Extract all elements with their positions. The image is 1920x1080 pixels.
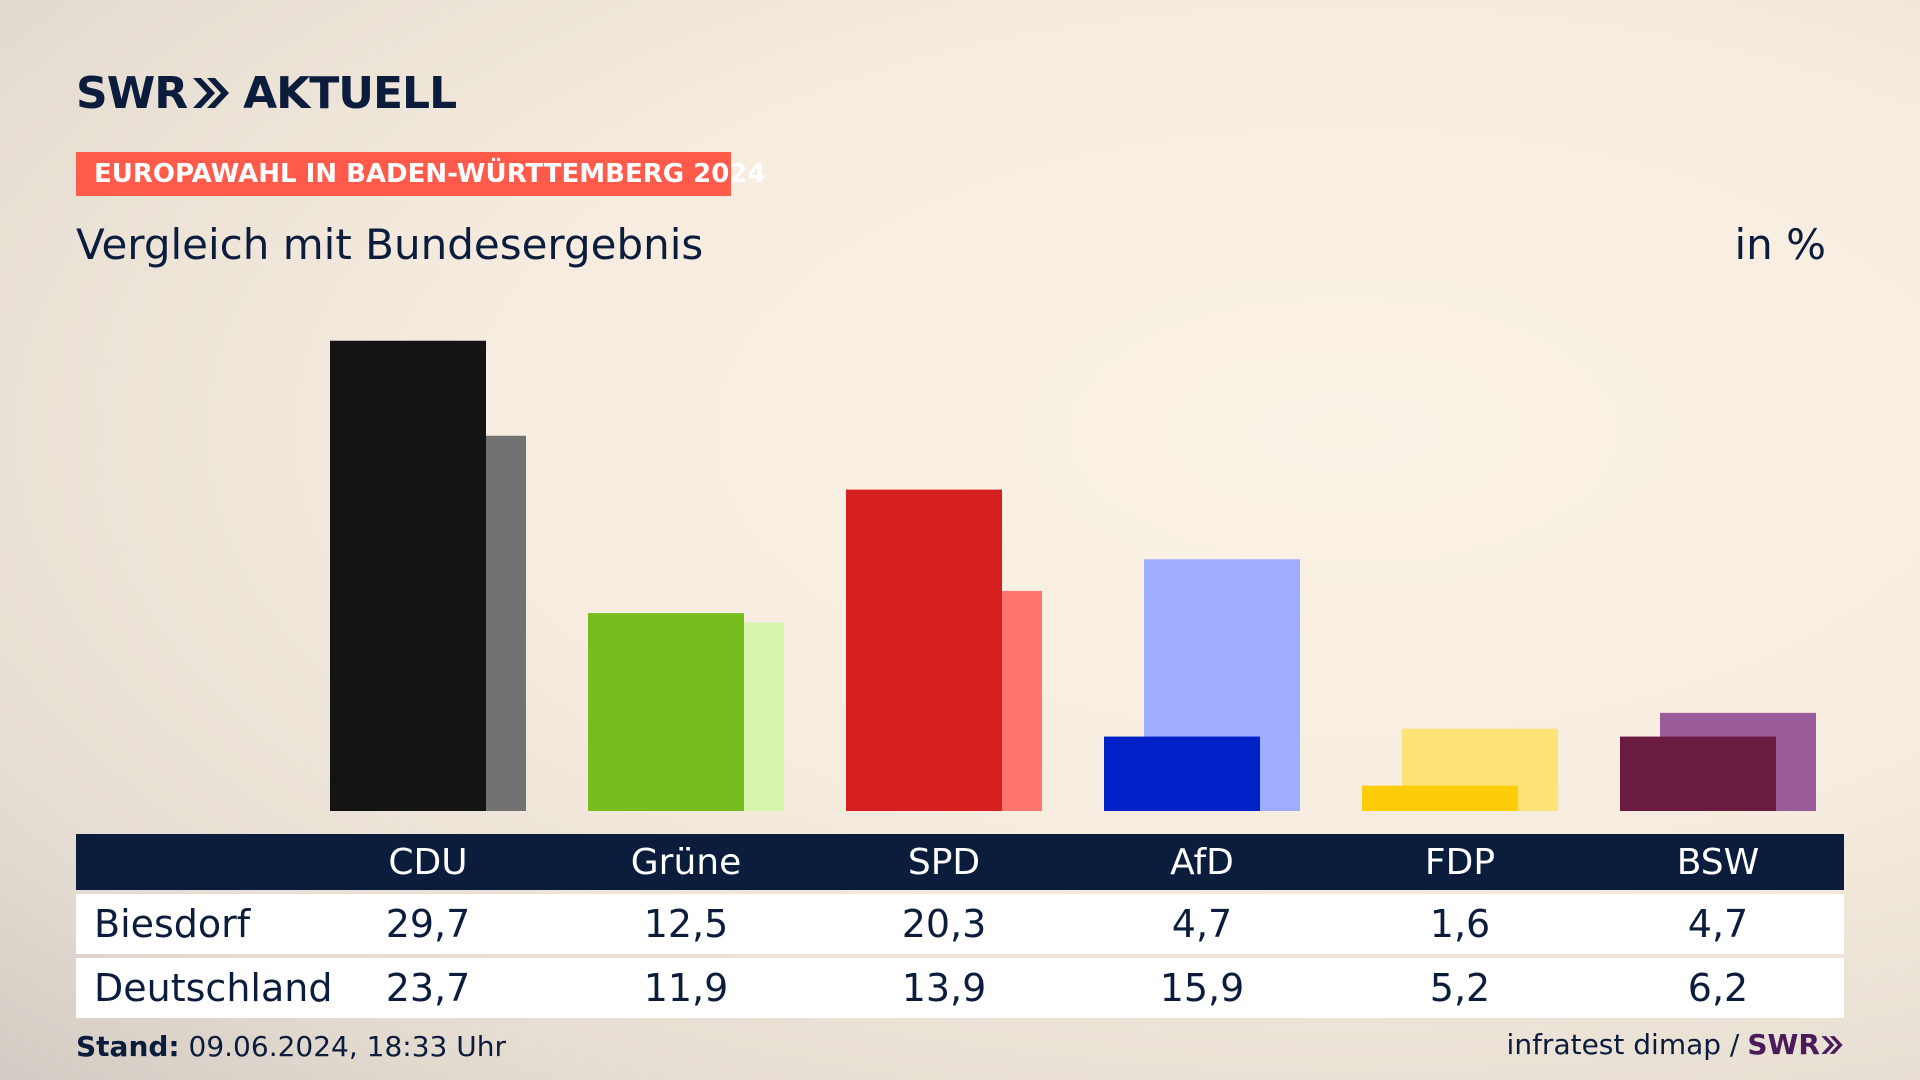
row-label-biesdorf: Biesdorf [94,902,251,946]
source: infratest dimap / SWR [1507,1028,1844,1061]
election-tag: EUROPAWAHL IN BADEN-WÜRTTEMBERG 2024 [76,152,765,196]
bar-biesdorf-cdu [330,340,486,811]
table-row-biesdorf: Biesdorf 29,7 12,5 20,3 4,7 1,6 4,7 [76,894,1844,954]
source-logo: SWR [1747,1028,1820,1061]
bar-chart [330,340,1816,811]
party-label-grüne: Grüne [630,841,742,883]
value-deutschland-grüne: 11,9 [643,966,729,1010]
value-biesdorf-spd: 20,3 [901,902,987,946]
timestamp: Stand: 09.06.2024, 18:33 Uhr [76,1030,506,1063]
value-deutschland-spd: 13,9 [901,966,987,1010]
source-text: infratest dimap / [1506,1028,1740,1061]
value-biesdorf-bsw: 4,7 [1687,902,1749,946]
logo-aktuell: AKTUELL [243,67,457,119]
value-deutschland-fdp: 5,2 [1429,966,1491,1010]
bar-biesdorf-bsw [1620,736,1776,811]
party-label-fdp: FDP [1424,841,1496,883]
chart-subtitle: Vergleich mit Bundesergebnis [76,220,704,269]
stand-label: Stand: [76,1030,180,1063]
party-label-cdu: CDU [388,841,468,883]
row-label-deutschland: Deutschland [94,966,333,1010]
party-label-afd: AfD [1170,841,1234,883]
value-deutschland-afd: 15,9 [1159,966,1245,1010]
swr-aktuell-logo: SWR AKTUELL [76,67,457,119]
bar-biesdorf-spd [846,489,1002,811]
value-biesdorf-fdp: 1,6 [1429,902,1491,946]
value-biesdorf-grüne: 12,5 [643,902,729,946]
logo-swr: SWR [76,67,188,119]
party-label-bsw: BSW [1676,841,1760,883]
results-table: CDU Grüne SPD AfD FDP BSW Biesdorf 29,7 12,5 20… [76,834,1844,1018]
table-header: CDU Grüne SPD AfD FDP BSW [76,834,1844,890]
unit-label: in % [1734,220,1826,269]
party-label-spd: SPD [907,841,981,883]
value-deutschland-bsw: 6,2 [1687,966,1749,1010]
double-chevron-icon [1821,1035,1843,1054]
bar-biesdorf-fdp [1362,785,1518,811]
double-chevron-icon [193,78,230,108]
value-deutschland-cdu: 23,7 [385,966,471,1010]
table-row-deutschland: Deutschland 23,7 11,9 13,9 15,9 5,2 6,2 [76,958,1844,1018]
bar-biesdorf-grüne [588,613,744,811]
stand-value: 09.06.2024, 18:33 Uhr [188,1030,506,1063]
bar-biesdorf-afd [1104,736,1260,811]
value-biesdorf-cdu: 29,7 [385,902,471,946]
value-biesdorf-afd: 4,7 [1171,902,1233,946]
